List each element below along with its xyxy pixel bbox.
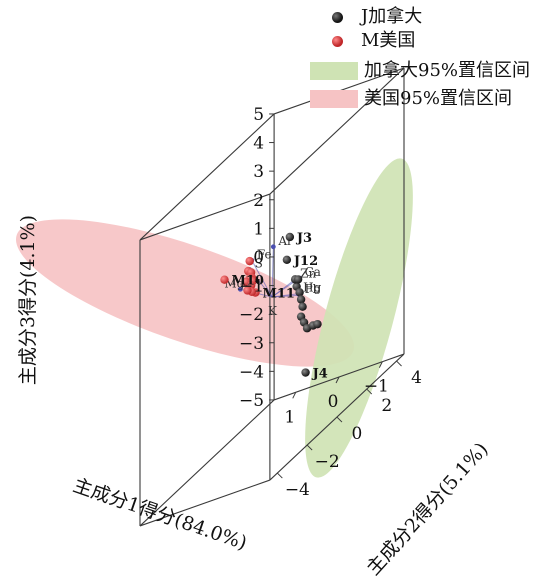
z-tick-label: 0 — [253, 248, 264, 268]
point-label-m10: M10 — [232, 274, 264, 289]
point-label-j3: J3 — [296, 231, 312, 246]
y-tick-label: 0 — [352, 424, 363, 444]
x-tick-label: 1 — [284, 407, 295, 427]
z-tick-label: 1 — [253, 219, 264, 239]
legend-ellipse-j-label: 加拿大95%置信区间 — [364, 60, 531, 81]
x-axis-label: 主成分1得分(84.0%) — [70, 474, 250, 554]
z-tick-label: −2 — [239, 305, 264, 325]
data-points — [220, 232, 322, 377]
legend-m-label: M美国 — [361, 30, 416, 51]
loading-arrowhead-mg — [237, 286, 243, 292]
axis-box-edge — [139, 193, 271, 241]
legend-m-marker — [332, 35, 343, 47]
legend-entry-ellipse-j: 加拿大95%置信区间 — [310, 62, 530, 80]
loading-label-s: S — [255, 257, 263, 271]
y-axis-label: 主成分2得分(5.1%) — [362, 438, 492, 576]
point-j — [313, 319, 322, 329]
z-tick-label: −5 — [239, 391, 264, 411]
y-tick-label: −2 — [315, 452, 340, 472]
z-tick-label: −3 — [239, 334, 264, 354]
z-tick-label: 2 — [253, 191, 264, 211]
loading-label-fe: Fe — [257, 247, 272, 261]
y-tick-mark — [276, 472, 283, 479]
loading-label-zn: Zn — [300, 266, 316, 280]
point-label-j12: J12 — [293, 254, 318, 269]
loading-vector-al — [271, 246, 274, 298]
loading-vector-zn — [271, 278, 296, 298]
legend-entry-j: J加拿大 — [332, 8, 422, 26]
x-tick-label: −1 — [364, 377, 389, 397]
z-tick-label: 5 — [253, 105, 264, 125]
axis-box-edge — [269, 67, 405, 195]
loading-vector-fe — [251, 260, 273, 298]
loading-label-hg: Hg — [303, 281, 321, 295]
y-tick-label: −4 — [285, 480, 310, 500]
ellipse-j-95-confidence — [305, 158, 413, 478]
point-label-j4: J4 — [312, 367, 328, 382]
legend-ellipse-j-swatch — [310, 62, 358, 80]
loading-vector-pb — [271, 294, 300, 298]
z-tick-label: 4 — [253, 134, 264, 154]
legend-j-marker — [332, 11, 343, 23]
legend-j-label: J加拿大 — [361, 6, 423, 27]
y-tick-mark — [366, 388, 373, 395]
y-tick-label: 4 — [411, 368, 422, 388]
x-tick-mark — [378, 361, 383, 368]
loading-label-pb: Pb — [305, 282, 321, 296]
loading-arrowhead-al — [270, 244, 276, 250]
z-tick-label: 3 — [253, 162, 264, 182]
axis-box-edge — [139, 113, 275, 241]
y-tick-mark — [336, 416, 343, 423]
point-j — [295, 288, 304, 297]
legend-entry-ellipse-m: 美国95%置信区间 — [310, 90, 512, 108]
y-tick-mark — [306, 444, 313, 451]
z-tick-label: −4 — [239, 362, 264, 382]
legend-entry-m: M美国 — [332, 32, 415, 50]
point-m — [243, 286, 252, 295]
z-axis-label: 主成分3得分(4.1%) — [17, 215, 39, 385]
point-j-j3 — [285, 232, 295, 242]
legend-ellipse-m-swatch — [310, 90, 358, 108]
x-tick-mark — [335, 376, 340, 384]
confidence-ellipses — [15, 158, 413, 478]
loading-label-ca: Ca — [305, 265, 321, 279]
point-j — [298, 302, 307, 311]
loading-label-mg: Mg — [224, 276, 244, 290]
legend-ellipse-m-label: 美国95%置信区间 — [364, 88, 513, 109]
point-j-j12 — [282, 255, 292, 265]
point-j-j4 — [301, 368, 310, 377]
point-m-m10 — [220, 275, 229, 284]
point-j — [296, 295, 306, 304]
z-axis-ticks: 5 4 3 2 1 0 −1 −2 −3 −4 −5 — [239, 105, 275, 411]
y-tick-label: 2 — [381, 396, 392, 416]
x-tick-label: 0 — [328, 392, 339, 412]
point-j — [293, 275, 303, 284]
loading-label-k: K — [268, 304, 278, 318]
x-tick-mark — [292, 392, 297, 399]
point-m — [245, 256, 254, 266]
axis-box-edge — [139, 399, 275, 527]
point-label-m11: M11 — [262, 287, 294, 302]
axis-box-edge — [139, 479, 271, 527]
y-tick-mark — [396, 360, 402, 367]
z-tick-label: −1 — [239, 277, 264, 297]
